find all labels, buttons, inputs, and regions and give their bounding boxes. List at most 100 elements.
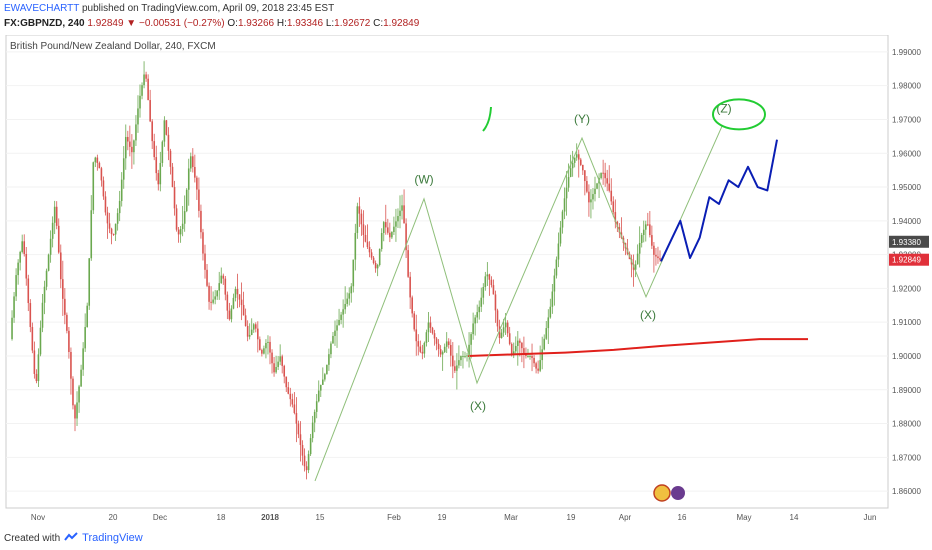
candle-body <box>324 374 326 380</box>
candle-body <box>384 222 387 228</box>
candle-body <box>399 210 401 217</box>
candle-body <box>179 229 182 235</box>
candle-body <box>364 234 367 242</box>
candle-body <box>456 365 458 371</box>
candle-body <box>478 306 481 313</box>
tradingview-link[interactable]: TradingView <box>82 532 143 544</box>
candle-body <box>360 213 363 225</box>
candle-body <box>356 206 359 233</box>
price-tag-lower <box>889 253 929 266</box>
candle-body <box>153 141 156 158</box>
candle-body <box>317 390 320 402</box>
x-tick-label: 14 <box>790 513 799 522</box>
candle-body <box>285 376 288 388</box>
x-tick-label: Feb <box>387 513 401 522</box>
chart-title: British Pound/New Zealand Dollar, 240, F… <box>10 41 216 52</box>
candle-body <box>655 254 657 257</box>
x-tick-label: 15 <box>316 513 325 522</box>
candle-body <box>565 187 568 199</box>
candle-body <box>395 221 397 227</box>
y-tick-label: 1.91000 <box>892 318 921 327</box>
candle-body <box>421 351 424 354</box>
candle-body <box>301 444 304 456</box>
x-tick-label: Dec <box>153 513 167 522</box>
candle-body <box>494 294 497 311</box>
candle-body <box>53 206 56 223</box>
candle-body <box>84 327 86 349</box>
candle-body <box>334 330 336 336</box>
candle-body <box>582 164 584 171</box>
candle-body <box>326 364 328 375</box>
price-chart[interactable]: British Pound/New Zealand Dollar, 240, F… <box>2 34 930 525</box>
candle-body <box>423 342 426 354</box>
target-circle <box>712 98 766 131</box>
author-link[interactable]: EWAVECHARTT <box>4 3 80 14</box>
candle-body <box>647 224 649 226</box>
symbol-label: FX:GBPNZD, 240 <box>4 18 85 29</box>
candle-body <box>92 162 95 211</box>
chart-area[interactable]: British Pound/New Zealand Dollar, 240, F… <box>2 34 930 525</box>
candle-body <box>242 304 245 316</box>
low-label: L: <box>325 18 335 29</box>
candle-body <box>602 172 604 174</box>
wave-label: (Y) <box>574 112 590 126</box>
y-tick-label: 1.96000 <box>892 149 921 158</box>
candle-body <box>644 224 647 230</box>
candle-body <box>222 275 225 279</box>
candle-body <box>370 252 373 258</box>
candle-body <box>636 253 639 265</box>
candle-body <box>240 299 243 305</box>
candle-body <box>118 200 121 214</box>
candle-body <box>122 158 125 180</box>
candle-body <box>13 296 15 318</box>
candle-body <box>100 168 103 181</box>
price-change: −0.00531 (−0.27%) <box>138 18 225 29</box>
candle-body <box>175 208 178 230</box>
candle-body <box>415 329 418 342</box>
candle-body <box>401 205 403 211</box>
candle-body <box>460 355 462 361</box>
candle-body <box>336 325 338 331</box>
candle-body <box>55 206 58 226</box>
candle-body <box>350 286 353 294</box>
candle-body <box>443 346 446 353</box>
candle-body <box>116 213 119 224</box>
candle-body <box>447 341 450 345</box>
candle-body <box>433 333 436 339</box>
candle-body <box>437 343 440 350</box>
x-tick-label: Jun <box>864 513 877 522</box>
candle-body <box>553 275 556 292</box>
candle-body <box>252 324 255 330</box>
candle-body <box>147 78 149 101</box>
candle-body <box>289 393 292 400</box>
candle-body <box>378 249 381 266</box>
candle-body <box>382 222 385 234</box>
candle-body <box>380 233 383 250</box>
candle-body <box>295 412 298 424</box>
y-tick-label: 1.86000 <box>892 487 921 496</box>
candle-body <box>208 285 210 302</box>
candle-body <box>362 224 365 235</box>
candle-body <box>159 162 162 185</box>
candle-body <box>226 294 229 311</box>
candle-body <box>106 212 109 224</box>
candle-body <box>68 330 70 353</box>
wave-label: (X) <box>640 308 656 322</box>
candle-body <box>183 211 186 224</box>
candle-body <box>535 363 537 369</box>
x-tick-label: 2018 <box>261 513 279 522</box>
candle-body <box>29 303 32 328</box>
candle-body <box>57 225 60 253</box>
x-tick-label: 20 <box>109 513 118 522</box>
candle-body <box>496 310 499 327</box>
y-tick-label: 1.98000 <box>892 82 921 91</box>
candle-body <box>257 328 259 340</box>
candle-body <box>332 335 334 344</box>
published-text: published on TradingView.com, April 09, … <box>81 3 335 14</box>
candle-body <box>267 341 269 343</box>
candle-body <box>563 198 566 212</box>
candle-body <box>397 216 399 222</box>
candle-body <box>279 356 281 362</box>
candle-body <box>571 162 574 169</box>
candle-body <box>569 168 572 178</box>
